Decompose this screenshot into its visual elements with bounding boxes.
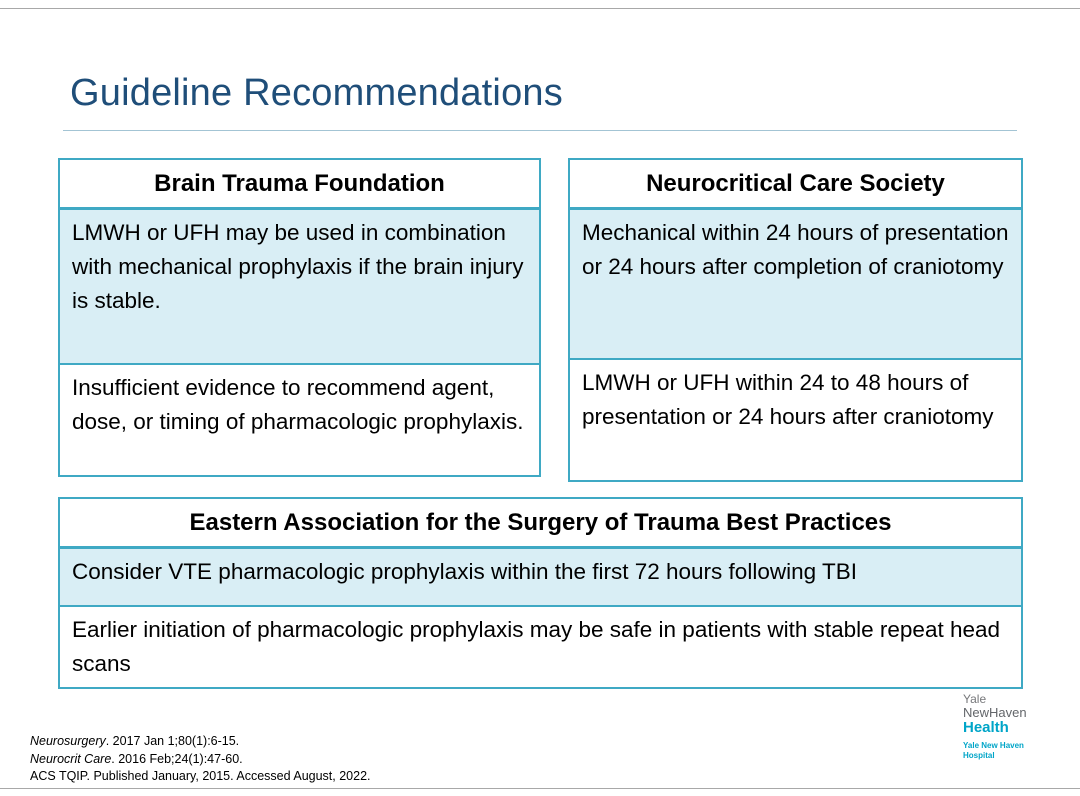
logo-health-text: Health xyxy=(963,718,1009,736)
citation-neurocrit-care-journal: Neurocrit Care xyxy=(30,751,112,766)
brain-trauma-foundation-table: Brain Trauma Foundation LMWH or UFH may … xyxy=(58,158,541,477)
btf-table-row-1: LMWH or UFH may be used in combination w… xyxy=(60,210,539,365)
citation-neurosurgery: Neurosurgery. 2017 Jan 1;80(1):6-15. xyxy=(30,733,371,751)
btf-table-row-2: Insufficient evidence to recommend agent… xyxy=(60,365,539,475)
logo-yale-text: Yale xyxy=(963,692,987,706)
slide-title: Guideline Recommendations xyxy=(70,72,563,114)
neurocritical-care-society-table: Neurocritical Care Society Mechanical wi… xyxy=(568,158,1023,482)
east-table-header: Eastern Association for the Surgery of T… xyxy=(60,499,1021,549)
east-table-row-1: Consider VTE pharmacologic prophylaxis w… xyxy=(60,549,1021,607)
eastern-association-table: Eastern Association for the Surgery of T… xyxy=(58,497,1023,689)
btf-table-header: Brain Trauma Foundation xyxy=(60,160,539,210)
logo-hospital-text-line2: Hospital xyxy=(963,751,995,761)
citation-neurocrit-care-detail: . 2016 Feb;24(1):47-60. xyxy=(111,751,243,766)
ncs-table-row-1: Mechanical within 24 hours of presentati… xyxy=(570,210,1021,360)
title-underline xyxy=(63,130,1017,131)
yale-new-haven-health-logo: Yale NewHaven Health Yale New Haven Hosp… xyxy=(963,693,1027,761)
logo-hospital-text-line1: Yale New Haven xyxy=(963,741,1024,751)
ncs-table-header: Neurocritical Care Society xyxy=(570,160,1021,210)
citation-neurosurgery-journal: Neurosurgery xyxy=(30,734,106,748)
citation-neurocrit-care: Neurocrit Care. 2016 Feb;24(1):47-60. xyxy=(30,751,371,769)
logo-newhaven-text: NewHaven xyxy=(963,704,1027,720)
citations-block: Neurosurgery. 2017 Jan 1;80(1):6-15. Neu… xyxy=(30,733,371,786)
slide-bottom-border xyxy=(0,788,1080,789)
slide-top-border xyxy=(0,8,1080,9)
citation-neurosurgery-detail: . 2017 Jan 1;80(1):6-15. xyxy=(105,734,240,748)
citation-acs-tqip: ACS TQIP. Published January, 2015. Acces… xyxy=(30,768,371,786)
east-table-row-2: Earlier initiation of pharmacologic prop… xyxy=(60,607,1021,687)
citation-acs-tqip-detail: ACS TQIP. Published January, 2015. Acces… xyxy=(30,769,371,783)
ncs-table-row-2: LMWH or UFH within 24 to 48 hours of pre… xyxy=(570,360,1021,480)
